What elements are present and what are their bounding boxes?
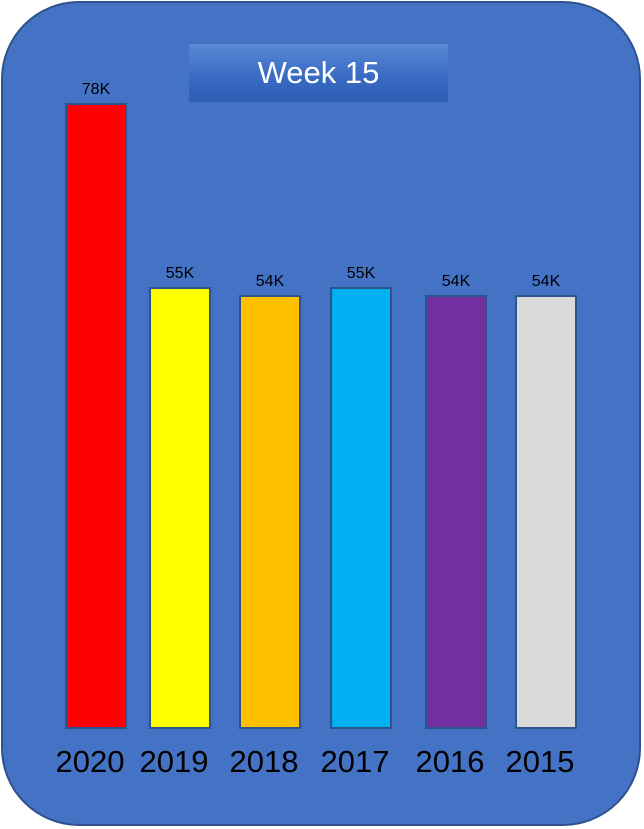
bar-2016: [425, 295, 487, 729]
data-label-2018: 54K: [256, 273, 285, 290]
x-tick-label-2019: 2019: [140, 744, 209, 779]
bar-2019: [149, 287, 211, 729]
x-tick-label-2017: 2017: [321, 744, 390, 779]
data-label-2016: 54K: [442, 273, 471, 290]
bar-2018: [239, 295, 301, 729]
x-tick-label-2016: 2016: [416, 744, 485, 779]
bar-2020: [65, 103, 127, 729]
data-label-2019: 55K: [166, 265, 195, 282]
chart-title-box: Week 15: [189, 44, 448, 102]
data-label-2020: 78K: [82, 81, 111, 98]
x-tick-label-2015: 2015: [506, 744, 575, 779]
data-label-2017: 55K: [347, 265, 376, 282]
data-label-2015: 54K: [532, 273, 561, 290]
x-tick-label-2020: 2020: [56, 744, 125, 779]
x-tick-label-2018: 2018: [230, 744, 299, 779]
chart-title: Week 15: [257, 55, 380, 90]
bar-2015: [515, 295, 577, 729]
bar-2017: [330, 287, 392, 729]
